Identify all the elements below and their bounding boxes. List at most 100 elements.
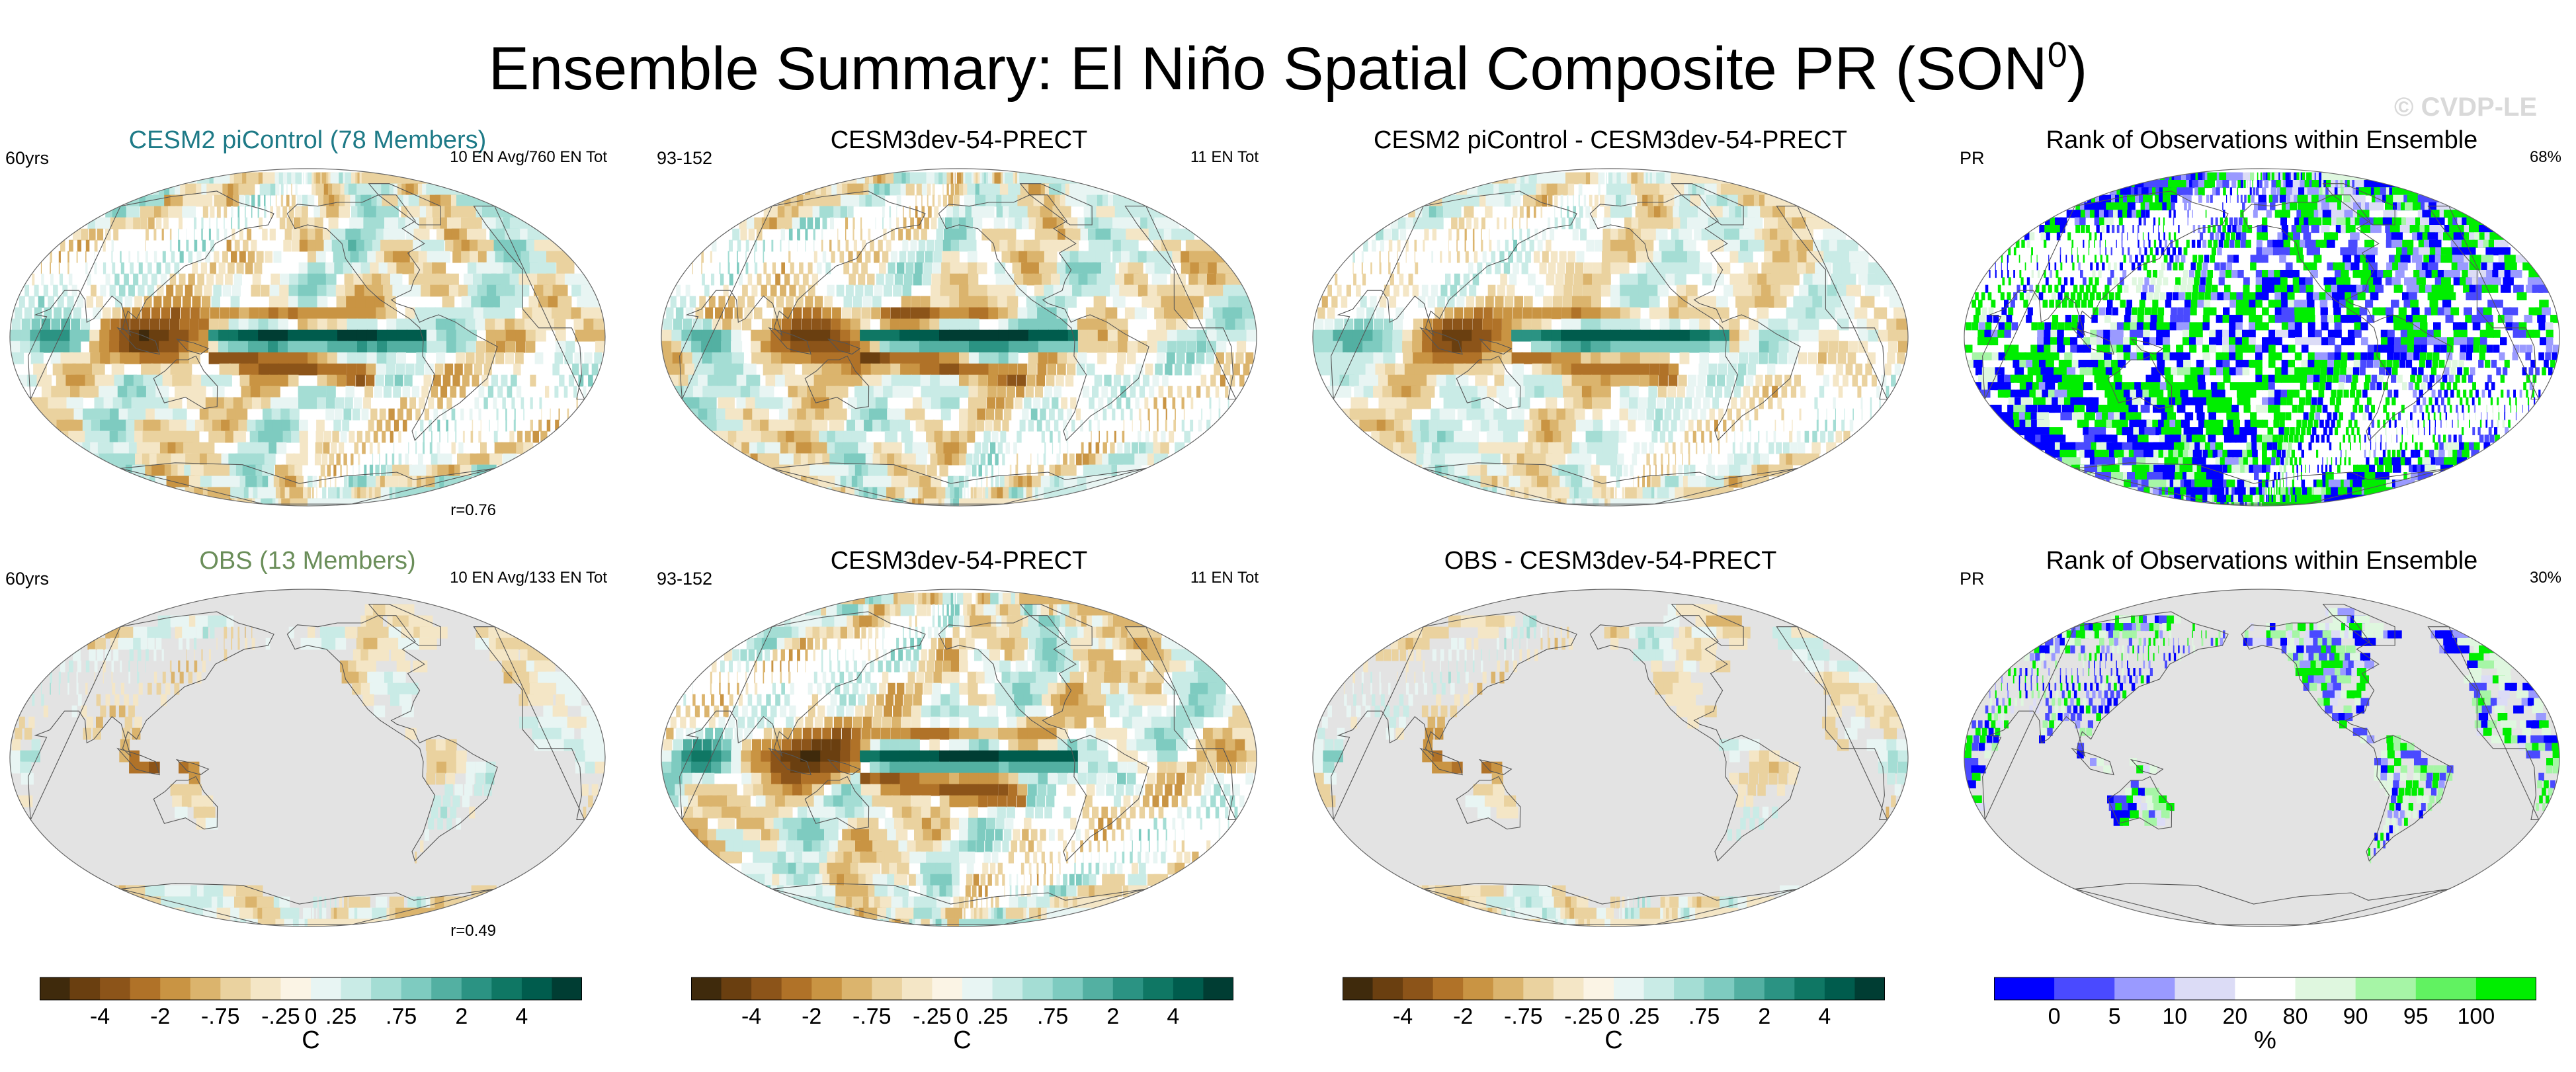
grid-cell [573, 273, 591, 286]
grid-cell [754, 307, 763, 319]
grid-cell [681, 329, 692, 342]
grid-cell [431, 431, 433, 443]
grid-cell [1016, 386, 1024, 398]
grid-cell [357, 341, 368, 353]
grid-cell [298, 363, 308, 376]
grid-cell [914, 408, 925, 421]
grid-cell [1042, 273, 1054, 286]
grid-cell [855, 284, 864, 297]
grid-cell [1392, 228, 1399, 241]
grid-cell [225, 273, 233, 286]
grid-cell [1657, 386, 1667, 398]
grid-cell [1799, 408, 1802, 421]
grid-cell [1147, 408, 1150, 421]
grid-cell [252, 273, 261, 286]
grid-cell [968, 386, 978, 398]
grid-cell [821, 228, 823, 241]
grid-cell [239, 363, 251, 376]
grid-cell [797, 228, 800, 241]
grid-cell [2309, 202, 2319, 211]
grid-cell [232, 284, 241, 297]
grid-cell [2264, 180, 2268, 188]
grid-cell [208, 352, 220, 364]
grid-cell [425, 363, 434, 376]
grid-cell [1711, 273, 1724, 286]
grid-cell [766, 273, 771, 286]
grid-cell [1474, 251, 1478, 263]
grid-cell [130, 262, 134, 274]
grid-cell [558, 296, 572, 308]
grid-cell [1070, 397, 1077, 409]
grid-cell [662, 352, 676, 364]
grid-cell [1578, 194, 1580, 207]
grid-cell [802, 307, 812, 319]
grid-cell [931, 284, 940, 297]
grid-cell [820, 329, 831, 342]
grid-cell [220, 307, 229, 319]
grid-cell [1783, 442, 1790, 454]
grid-cell [888, 262, 895, 274]
grid-cell [1397, 262, 1400, 274]
grid-cell [915, 194, 917, 207]
grid-cell [1616, 206, 1625, 218]
grid-cell [159, 352, 171, 364]
grid-cell [852, 228, 854, 241]
grid-cell [1472, 273, 1479, 286]
grid-cell [909, 341, 920, 353]
grid-cell [1045, 419, 1050, 432]
grid-cell [1789, 431, 1793, 443]
grid-cell [1072, 284, 1085, 297]
grid-cell [2227, 225, 2231, 233]
grid-cell [258, 363, 270, 376]
grid-cell [1523, 194, 1532, 207]
grid-cell [833, 408, 847, 421]
grid-cell [210, 307, 220, 319]
grid-cell [870, 352, 882, 364]
grid-cell [437, 397, 443, 409]
grid-cell [1708, 217, 1725, 229]
grid-cell [393, 386, 401, 398]
grid-cell [2153, 225, 2154, 233]
grid-cell [952, 206, 960, 218]
grid-cell [1670, 341, 1681, 353]
grid-cell [175, 206, 184, 218]
grid-cell [120, 352, 132, 364]
grid-cell [433, 408, 438, 421]
grid-cell [711, 329, 722, 342]
grid-cell [1630, 296, 1641, 308]
grid-cell [826, 206, 835, 218]
grid-cell [1603, 453, 1611, 466]
grid-cell [1173, 307, 1186, 319]
grid-cell [1757, 307, 1769, 319]
grid-cell [50, 341, 62, 353]
grid-cell [701, 329, 712, 342]
grid-cell [1147, 341, 1157, 353]
grid-cell [269, 307, 279, 319]
grid-cell [1614, 183, 1622, 196]
grid-cell [407, 341, 417, 353]
grid-cell [1798, 329, 1809, 342]
grid-cell [840, 206, 848, 218]
grid-cell [2279, 194, 2286, 203]
grid-cell [1774, 419, 1776, 432]
grid-cell [2311, 225, 2319, 233]
grid-cell [1807, 318, 1819, 331]
grid-cell [1646, 453, 1650, 466]
grid-cell [914, 262, 923, 274]
grid-cell [820, 352, 833, 364]
grid-cell [336, 296, 347, 308]
grid-cell [330, 475, 331, 488]
grid-cell [920, 307, 931, 319]
grid-cell [1037, 363, 1047, 376]
grid-cell [1825, 307, 1838, 319]
grid-cell [28, 296, 35, 308]
grid-cell [1675, 453, 1677, 466]
grid-cell [228, 329, 239, 342]
grid-cell [1012, 262, 1024, 274]
grid-cell [2204, 180, 2215, 188]
grid-cell [2283, 210, 2290, 218]
grid-cell [356, 307, 368, 319]
grid-cell [1619, 408, 1628, 421]
grid-cell [1610, 442, 1618, 454]
grid-cell [1028, 352, 1038, 364]
